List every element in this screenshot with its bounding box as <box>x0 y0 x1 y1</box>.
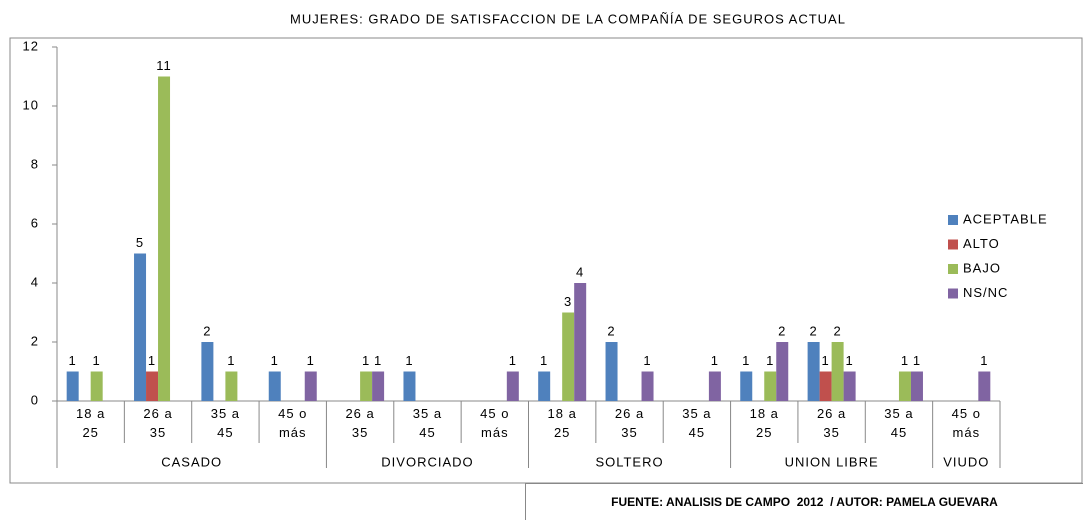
data-label: 1 <box>405 353 413 368</box>
bar <box>134 253 147 401</box>
group-label: UNION LIBRE <box>785 454 879 469</box>
x-tick-label: 26 a 35 <box>143 406 173 440</box>
data-label: 2 <box>809 323 817 338</box>
x-tick-label: 35 a 45 <box>884 406 914 440</box>
bar <box>708 371 721 401</box>
y-tick-label: 4 <box>31 274 39 289</box>
bar <box>372 371 385 401</box>
legend-swatch <box>948 288 958 299</box>
legend-swatch <box>948 239 958 250</box>
y-tick-label: 0 <box>31 392 39 407</box>
bar <box>910 371 923 401</box>
bar <box>360 371 373 401</box>
y-tick-label: 2 <box>31 333 39 348</box>
data-label: 1 <box>307 353 315 368</box>
chart-title: MUJERES: GRADO DE SATISFACCION DE LA COM… <box>290 11 846 26</box>
bar <box>506 371 519 401</box>
x-tick-label: 26 a 35 <box>345 406 375 440</box>
bar <box>831 342 844 401</box>
bar <box>403 371 416 401</box>
bar <box>90 371 103 401</box>
bar <box>819 371 832 401</box>
bar <box>807 342 820 401</box>
bar <box>978 371 991 401</box>
source-note: FUENTE: ANALISIS DE CAMPO 2012 / AUTOR: … <box>525 483 1083 520</box>
y-tick-label: 8 <box>31 156 39 171</box>
y-tick-label: 6 <box>31 215 39 230</box>
bar <box>562 312 575 401</box>
data-label: 1 <box>148 353 156 368</box>
data-label: 3 <box>564 294 572 309</box>
bar <box>740 371 753 401</box>
y-tick-label: 12 <box>23 38 39 53</box>
data-label: 2 <box>833 323 841 338</box>
data-label: 5 <box>136 235 144 250</box>
data-label: 1 <box>374 353 382 368</box>
data-label: 1 <box>766 353 774 368</box>
data-label: 1 <box>362 353 370 368</box>
group-label: DIVORCIADO <box>381 454 473 469</box>
bar <box>146 371 159 401</box>
bar <box>66 371 79 401</box>
data-label: 1 <box>742 353 750 368</box>
data-label: 1 <box>271 353 279 368</box>
data-label: 1 <box>901 353 909 368</box>
bar <box>158 76 171 401</box>
x-tick-label: 18 a 25 <box>547 406 577 440</box>
x-tick-label: 26 a 35 <box>816 406 847 440</box>
x-tick-label: 35 a 45 <box>412 406 443 440</box>
data-label: 2 <box>778 323 786 338</box>
legend-label: BAJO <box>963 260 1001 275</box>
data-label: 1 <box>913 353 921 368</box>
bar <box>605 342 618 401</box>
bar <box>641 371 654 401</box>
y-tick-label: 10 <box>23 97 39 112</box>
data-label: 1 <box>980 353 988 368</box>
data-label: 11 <box>156 58 172 73</box>
group-label: SOLTERO <box>595 454 663 469</box>
legend-label: ACEPTABLE <box>963 211 1048 226</box>
data-label: 1 <box>643 353 651 368</box>
bar <box>574 283 587 401</box>
bar <box>776 342 789 401</box>
data-label: 1 <box>711 353 719 368</box>
legend-swatch <box>948 264 958 274</box>
data-label: 2 <box>607 323 615 338</box>
data-label: 4 <box>576 264 584 279</box>
bar <box>538 371 551 401</box>
legend-label: NS/NC <box>963 285 1008 300</box>
data-label: 1 <box>540 353 548 368</box>
x-tick-label: 18 a 25 <box>76 406 106 440</box>
x-tick-label: 35 a 45 <box>682 406 712 440</box>
x-tick-label: 45 o más <box>278 406 308 440</box>
data-label: 1 <box>69 353 77 368</box>
bar <box>201 342 214 401</box>
group-label: VIUDO <box>943 454 989 469</box>
data-label: 1 <box>227 353 235 368</box>
x-tick-label: 45 o más <box>951 406 981 440</box>
data-label: 2 <box>203 323 211 338</box>
data-label: 1 <box>845 353 853 368</box>
bar <box>898 371 911 401</box>
bar <box>268 371 281 401</box>
x-tick-label: 26 a 35 <box>614 406 645 440</box>
bar <box>843 371 856 401</box>
data-label: 1 <box>93 353 101 368</box>
bar <box>225 371 238 401</box>
x-tick-label: 45 o más <box>480 406 510 440</box>
group-label: CASADO <box>161 454 222 469</box>
bar <box>764 371 777 401</box>
x-tick-label: 18 a 25 <box>749 406 779 440</box>
legend-swatch <box>948 215 958 225</box>
data-label: 1 <box>509 353 517 368</box>
legend-label: ALTO <box>963 236 1000 251</box>
x-tick-label: 35 a 45 <box>210 406 241 440</box>
data-label: 1 <box>821 353 829 368</box>
bar <box>304 371 317 401</box>
